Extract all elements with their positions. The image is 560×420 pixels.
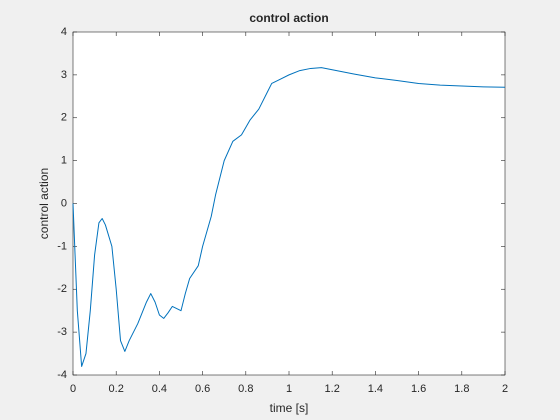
y-tick-label: 3: [61, 69, 67, 81]
x-tick-label: 0.6: [195, 383, 210, 395]
x-tick-label: 1.6: [411, 383, 426, 395]
x-tick-label: 1.4: [368, 383, 383, 395]
y-tick-label: -1: [57, 240, 67, 252]
x-tick-label: 0.2: [109, 383, 124, 395]
x-tick-label: 0.8: [238, 383, 253, 395]
x-tick-label: 1.8: [454, 383, 469, 395]
x-tick-label: 1.2: [325, 383, 340, 395]
y-tick-label: 1: [61, 155, 67, 167]
y-tick-label: 0: [61, 197, 67, 209]
x-tick-label: 2: [502, 383, 508, 395]
y-tick-label: 2: [61, 112, 67, 124]
y-axis-label: control action: [37, 168, 51, 239]
y-tick-label: -2: [57, 283, 67, 295]
x-axis-label: time [s]: [270, 401, 309, 415]
y-tick-label: 4: [61, 26, 67, 38]
y-tick-label: -4: [57, 369, 67, 381]
x-tick-label: 0.4: [152, 383, 167, 395]
x-tick-label: 1: [286, 383, 292, 395]
data-line: [72, 67, 506, 367]
x-tick-label: 0: [70, 383, 76, 395]
plot-area: [72, 31, 506, 376]
y-tick-label: -3: [57, 326, 67, 338]
chart-title: control action: [249, 11, 328, 25]
